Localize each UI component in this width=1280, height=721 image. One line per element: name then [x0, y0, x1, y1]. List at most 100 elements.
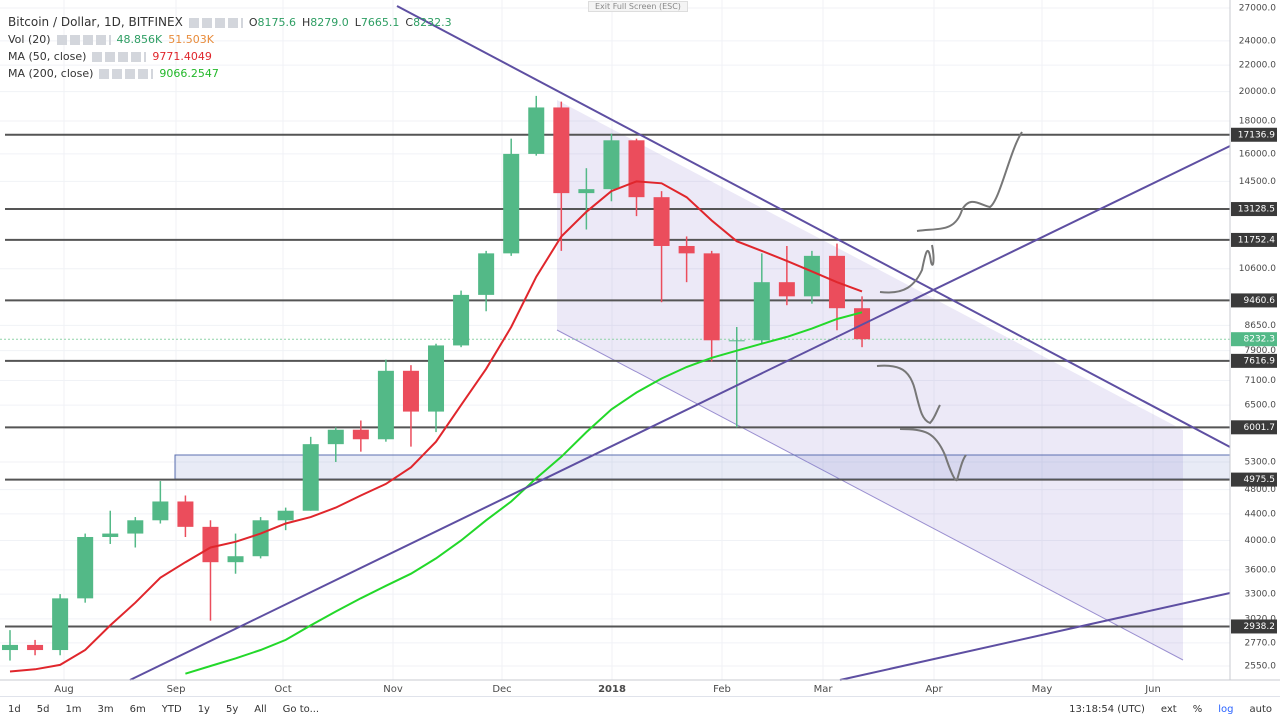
ohlc-item: H8279.0 [302, 14, 349, 31]
price-tick-label: 10600.0 [1239, 264, 1276, 274]
price-tick-label: 7100.0 [1245, 376, 1277, 386]
price-axis [1230, 0, 1280, 696]
candle-body [177, 501, 194, 527]
ohlc-value: 8232.3 [413, 16, 452, 29]
sketch-path [916, 131, 1023, 232]
trendline [839, 592, 1231, 681]
price-tick-label: 7900.0 [1245, 346, 1277, 356]
price-tick-label: 4400.0 [1245, 509, 1277, 519]
legend-row: MA (200, close) 9066.2547 [8, 65, 452, 82]
icons [99, 68, 154, 79]
level-tag [1231, 619, 1277, 634]
last-price-label: 8232.3 [1244, 335, 1276, 345]
grid [0, 0, 1230, 680]
candle-body [453, 294, 470, 346]
level-label: 6001.7 [1244, 423, 1276, 433]
legend-row: MA (50, close) 9771.4049 [8, 48, 452, 65]
price-tick-label: 4000.0 [1245, 536, 1277, 546]
price-tick-label: 24000.0 [1239, 36, 1276, 46]
range-button[interactable]: 5d [36, 703, 50, 715]
level-label: 13128.5 [1238, 205, 1275, 215]
level-label: 11752.4 [1238, 235, 1275, 245]
option-button[interactable]: log [1218, 703, 1234, 715]
range-button[interactable]: YTD [161, 703, 182, 715]
level-tag [1231, 202, 1277, 217]
candle-body [102, 533, 119, 537]
option-button[interactable]: ext [1160, 703, 1177, 715]
ohlc-key: H [302, 16, 311, 29]
icons [56, 34, 111, 45]
price-tick-label: 14500.0 [1239, 177, 1276, 187]
sketch-path [899, 428, 967, 482]
candle-body [52, 598, 69, 651]
range-button[interactable]: 1y [197, 703, 210, 715]
candle-body [2, 644, 18, 651]
candle-body [428, 345, 445, 412]
ohlc-key: O [248, 16, 258, 29]
price-tick-label: 8650.0 [1245, 321, 1277, 331]
candle-body [227, 556, 244, 563]
legend-row: Vol (20) 48.856K 51.503K [8, 31, 452, 48]
ohlc-key: L [354, 16, 361, 29]
levels [0, 133, 1230, 628]
sketch-path [876, 364, 941, 425]
ohlc-value: 8175.6 [257, 16, 297, 29]
candle-body [352, 429, 369, 440]
sketch-path [879, 244, 935, 294]
price-tick-label: 3300.0 [1245, 590, 1277, 600]
chart: 27000.0 24000.0 22000.0 20000.0 18000.0 16000… [0, 0, 1280, 696]
level-tag [1231, 472, 1277, 487]
ohlc-item: L7665.1 [355, 14, 400, 31]
price-tick-label: 22000.0 [1239, 61, 1276, 71]
trendline [396, 5, 1231, 448]
candle-body [127, 520, 144, 534]
price-tick-label: 4800.0 [1245, 485, 1277, 495]
candle-body [252, 520, 269, 557]
candle-body [377, 370, 394, 440]
indicator-name: MA (200, close) [8, 67, 94, 80]
range-button[interactable]: 5y [225, 703, 239, 715]
range-button[interactable]: 6m [129, 703, 146, 715]
candle-body [803, 255, 820, 297]
candle-body [277, 510, 294, 521]
trendline [129, 145, 1231, 681]
time-label: Aug [54, 684, 74, 695]
price-tick-label: 5300.0 [1245, 457, 1277, 467]
price-tick-label: 6500.0 [1245, 401, 1277, 411]
candle-body [728, 340, 745, 342]
fullscreen-hint[interactable]: Exit Full Screen (ESC) [588, 1, 688, 12]
range-button[interactable]: 3m [97, 703, 114, 715]
time-label: Apr [925, 684, 943, 695]
ohlc-value: 8279.0 [310, 16, 349, 29]
range-button[interactable]: All [254, 703, 267, 715]
candles [2, 95, 871, 661]
candle-body [578, 189, 595, 194]
level-tag [1231, 232, 1277, 247]
time-label: Nov [383, 684, 403, 695]
level-label: 4975.5 [1244, 475, 1276, 485]
level-tag [1231, 293, 1277, 308]
price-tick-label: 3020.0 [1245, 614, 1277, 624]
ohlc-key: C [405, 16, 414, 29]
goto-button[interactable]: Go to... [282, 703, 320, 715]
range-button[interactable]: 1d [8, 703, 21, 715]
candle-body [77, 536, 94, 599]
range-button[interactable]: 1m [65, 703, 82, 715]
ohlc-item: O8175.6 [249, 14, 296, 31]
candle-body [553, 107, 570, 194]
option-button[interactable]: % [1192, 703, 1203, 715]
level-tag [1231, 353, 1277, 368]
legend-row: Bitcoin / Dollar, 1D, BITFINEX O8175.6 H82… [8, 14, 452, 31]
price-tick-label: 20000.0 [1239, 87, 1276, 97]
level-tag [1231, 127, 1277, 142]
legend: Bitcoin / Dollar, 1D, BITFINEX O8175.6 H82… [8, 14, 452, 82]
last-price-tag [1231, 332, 1277, 347]
option-button[interactable]: auto [1249, 703, 1272, 715]
candle-body [327, 429, 344, 445]
time-label: Oct [274, 684, 291, 695]
candle-body [202, 526, 219, 563]
level-label: 9460.6 [1244, 296, 1276, 306]
indicator-value: 51.503K [168, 33, 214, 46]
candle-body [753, 282, 770, 341]
